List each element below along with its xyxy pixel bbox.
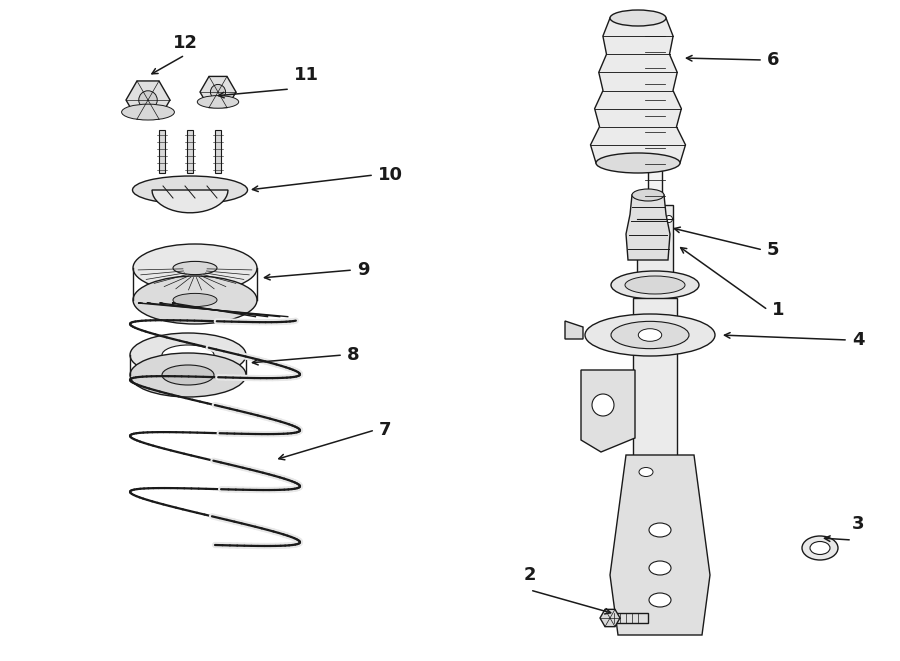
Ellipse shape xyxy=(197,96,238,108)
Text: 6: 6 xyxy=(767,51,779,69)
Polygon shape xyxy=(581,370,635,452)
Text: 8: 8 xyxy=(347,346,360,364)
Text: 5: 5 xyxy=(767,241,779,259)
Ellipse shape xyxy=(133,276,257,324)
Ellipse shape xyxy=(162,365,214,385)
Ellipse shape xyxy=(638,329,662,341)
Ellipse shape xyxy=(802,536,838,560)
Polygon shape xyxy=(610,613,648,623)
Ellipse shape xyxy=(649,561,671,575)
Polygon shape xyxy=(565,321,583,339)
Polygon shape xyxy=(215,130,221,173)
Ellipse shape xyxy=(632,189,664,201)
Ellipse shape xyxy=(133,244,257,292)
Ellipse shape xyxy=(610,10,666,26)
Text: 3: 3 xyxy=(852,515,865,533)
Polygon shape xyxy=(159,130,165,173)
Ellipse shape xyxy=(173,293,217,307)
Polygon shape xyxy=(126,81,170,119)
Polygon shape xyxy=(648,28,662,205)
Ellipse shape xyxy=(649,593,671,607)
Ellipse shape xyxy=(810,541,830,555)
Text: 2: 2 xyxy=(524,566,536,584)
Circle shape xyxy=(139,91,158,109)
Polygon shape xyxy=(600,609,620,627)
Ellipse shape xyxy=(639,467,653,477)
Polygon shape xyxy=(200,77,236,108)
Ellipse shape xyxy=(611,321,689,348)
Ellipse shape xyxy=(173,261,217,274)
Ellipse shape xyxy=(625,276,685,294)
Ellipse shape xyxy=(132,176,248,204)
Ellipse shape xyxy=(130,333,246,377)
Polygon shape xyxy=(187,130,193,173)
Text: 1: 1 xyxy=(772,301,785,319)
Text: 11: 11 xyxy=(294,66,319,84)
Circle shape xyxy=(665,215,672,223)
Ellipse shape xyxy=(585,314,715,356)
Polygon shape xyxy=(626,195,670,260)
Circle shape xyxy=(592,394,614,416)
Polygon shape xyxy=(610,455,710,635)
Text: 9: 9 xyxy=(357,261,370,279)
Polygon shape xyxy=(637,205,673,285)
Text: 4: 4 xyxy=(852,331,865,349)
Ellipse shape xyxy=(122,104,175,120)
Polygon shape xyxy=(633,298,677,480)
Ellipse shape xyxy=(649,523,671,537)
Text: 12: 12 xyxy=(173,34,197,52)
Ellipse shape xyxy=(162,345,214,365)
Text: 7: 7 xyxy=(379,421,392,439)
Ellipse shape xyxy=(611,271,699,299)
Ellipse shape xyxy=(596,153,680,173)
Text: 10: 10 xyxy=(378,166,403,184)
Ellipse shape xyxy=(130,353,246,397)
Polygon shape xyxy=(590,18,686,163)
Polygon shape xyxy=(152,190,228,213)
Circle shape xyxy=(211,85,226,100)
